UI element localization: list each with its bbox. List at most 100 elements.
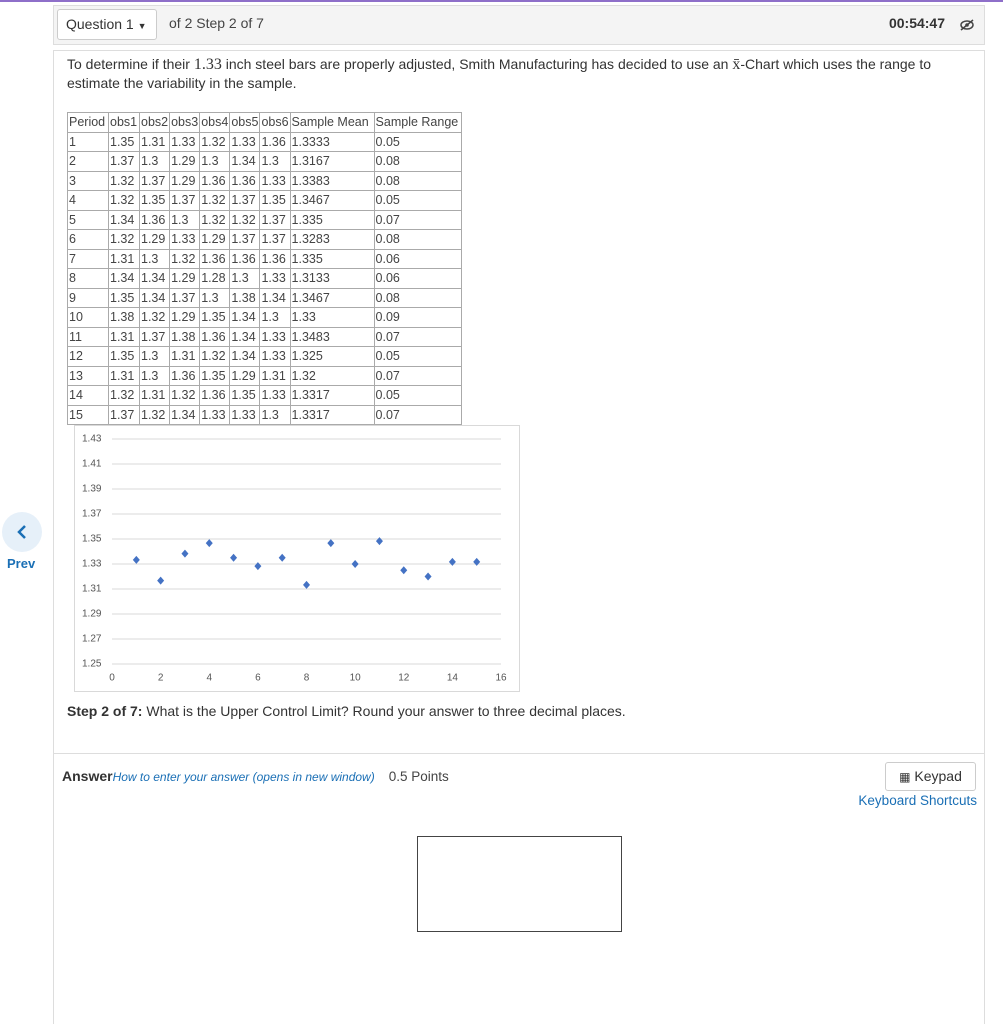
table-cell: 1.36: [229, 170, 261, 191]
data-point: [327, 539, 335, 548]
table-cell: 1.3317: [289, 404, 375, 425]
table-cell: 1.32: [199, 131, 231, 152]
data-point: [205, 539, 213, 548]
table-cell: 0.08: [373, 229, 462, 250]
table-cell: 1.32: [289, 365, 375, 386]
table-cell: 1.3: [259, 307, 291, 328]
data-point: [424, 572, 432, 581]
table-cell: 12: [67, 346, 109, 367]
column-header: obs2: [138, 112, 171, 133]
answer-input[interactable]: [417, 836, 622, 932]
y-tick-label: 1.37: [82, 509, 102, 520]
keyboard-shortcuts[interactable]: Keyboard Shortcuts: [858, 793, 977, 808]
prev-label[interactable]: Prev: [7, 556, 36, 571]
question-text-part: -Chart which uses the range to estimate …: [67, 56, 932, 91]
table-cell: 1.35: [259, 190, 291, 211]
column-header: obs5: [229, 112, 261, 133]
table-row: 1 1.35 1.31 1.33 1.32 1.33 1.36 1.3333 0.05: [67, 131, 462, 152]
table-cell: 1.32: [169, 385, 201, 406]
step-label: Step 2 of 7:: [67, 703, 143, 719]
table-cell: 4: [67, 190, 109, 211]
table-cell: 1.29: [229, 365, 261, 386]
table-row: 7 1.31 1.3 1.32 1.36 1.36 1.36 1.335 0.06: [67, 248, 462, 269]
table-cell: 1.28: [199, 268, 231, 289]
data-point: [181, 549, 189, 558]
timer: 00:54:47: [888, 15, 945, 31]
table-cell: 1.37: [108, 404, 140, 425]
table-cell: 0.07: [373, 365, 462, 386]
column-header: obs4: [199, 112, 231, 133]
table-cell: 1.37: [259, 229, 291, 250]
help-link[interactable]: How to enter your answer (opens in new w…: [112, 770, 375, 784]
table-cell: 1.29: [138, 229, 171, 250]
data-point: [303, 580, 310, 589]
table-cell: 0.07: [373, 326, 462, 347]
table-cell: 1.32: [108, 385, 140, 406]
data-point: [157, 576, 165, 585]
table-cell: 1.31: [108, 248, 140, 269]
table-cell: 1.32: [108, 229, 140, 250]
table-cell: 1.31: [138, 131, 171, 152]
answer-label: Answer: [62, 768, 113, 784]
table-row: 15 1.37 1.32 1.34 1.33 1.33 1.3 1.3317 0.07: [67, 404, 462, 425]
table-cell: 1.3: [199, 287, 231, 308]
table-cell: 0.05: [373, 190, 462, 211]
data-point: [351, 560, 359, 568]
keypad-label: Keypad: [914, 768, 962, 784]
table-cell: 1.34: [138, 268, 171, 289]
table-cell: 1.38: [108, 307, 140, 328]
x-tick-label: 10: [350, 673, 362, 684]
prev-button[interactable]: [2, 512, 42, 552]
table-cell: 0.09: [373, 307, 462, 328]
data-point: [278, 553, 286, 562]
data-point: [254, 562, 262, 571]
table-cell: 1.335: [289, 248, 375, 269]
question-menu[interactable]: Question 1 ▼: [57, 9, 157, 40]
table-cell: 1.36: [259, 248, 291, 269]
table-cell: 1.37: [229, 190, 261, 211]
table-cell: 0.08: [373, 151, 462, 172]
table-cell: 0.06: [373, 248, 462, 269]
table-cell: 14: [67, 385, 109, 406]
hide-timer-button[interactable]: [950, 13, 985, 37]
table-cell: 1.34: [229, 346, 261, 367]
y-tick-label: 1.29: [82, 609, 102, 620]
table-cell: 1.32: [108, 170, 140, 191]
table-cell: 1.36: [199, 326, 231, 347]
table-cell: 1.32: [138, 307, 171, 328]
table-cell: 11: [67, 326, 109, 347]
y-tick-label: 1.25: [82, 659, 102, 670]
table-row: 3 1.32 1.37 1.29 1.36 1.36 1.33 1.3383 0.08: [67, 170, 462, 191]
column-header: Period: [67, 112, 109, 133]
table-cell: 1.34: [229, 326, 261, 347]
table-cell: 1.34: [138, 287, 171, 308]
table-cell: 1.35: [229, 385, 261, 406]
table-cell: 1.37: [108, 151, 140, 172]
table-row: 4 1.32 1.35 1.37 1.32 1.37 1.35 1.3467 0.05: [67, 190, 462, 211]
question-text-part: To determine if their: [67, 56, 194, 72]
answer-row: AnswerHow to enter your answer (opens in…: [62, 768, 449, 784]
table-cell: 1.31: [169, 346, 201, 367]
table-cell: 1.36: [199, 385, 231, 406]
table-cell: 1.3: [199, 151, 231, 172]
table-cell: 1: [67, 131, 109, 152]
table-cell: 1.38: [229, 287, 261, 308]
table-cell: 1.3317: [289, 385, 375, 406]
table-row: 10 1.38 1.32 1.29 1.35 1.34 1.3 1.33 0.09: [67, 307, 462, 328]
table-cell: 1.33: [259, 170, 291, 191]
keypad-button[interactable]: ▦ Keypad: [885, 762, 976, 791]
table-cell: 1.32: [108, 190, 140, 211]
header-row: Period obs1 obs2 obs3 obs4 obs5 obs6 Sample Mea…: [67, 112, 462, 133]
data-table: Period obs1 obs2 obs3 obs4 obs5 obs6 Sample Mea…: [67, 112, 462, 425]
table-cell: 1.34: [259, 287, 291, 308]
x-tick-label: 12: [398, 673, 410, 684]
table-cell: 1.325: [289, 346, 375, 367]
table-cell: 1.32: [169, 248, 201, 269]
table-cell: 0.07: [373, 209, 462, 230]
table-cell: 1.33: [169, 229, 201, 250]
table-cell: 1.33: [259, 346, 291, 367]
table-cell: 15: [67, 404, 109, 425]
data-point: [230, 553, 238, 562]
y-tick-label: 1.33: [82, 559, 102, 570]
table-cell: 1.37: [169, 287, 201, 308]
